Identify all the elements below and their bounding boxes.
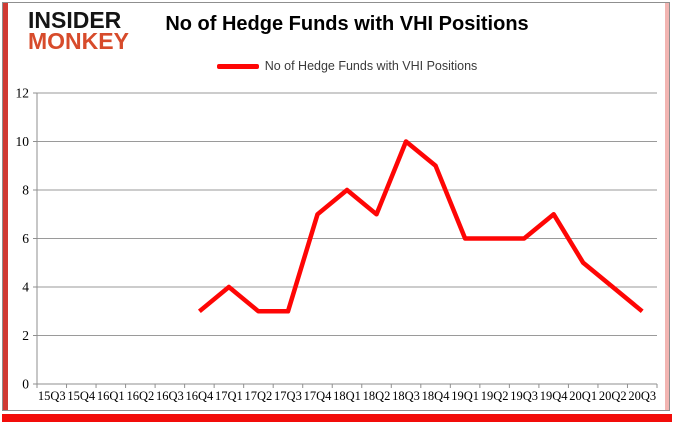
y-axis-label: 12: [16, 86, 30, 101]
x-axis-label: 18Q4: [422, 389, 451, 403]
x-axis-label: 19Q1: [451, 389, 479, 403]
y-axis-label: 10: [16, 134, 30, 149]
x-axis-label: 15Q4: [67, 389, 96, 403]
x-axis-label: 15Q3: [38, 389, 66, 403]
y-axis-label: 8: [22, 183, 29, 198]
y-axis-label: 4: [22, 280, 29, 295]
y-axis-label: 6: [22, 231, 29, 246]
x-axis-label: 17Q3: [274, 389, 302, 403]
data-line-hedge-funds: [197, 139, 644, 314]
chart-frame: [2, 2, 670, 411]
x-axis-label: 16Q2: [126, 389, 154, 403]
insider-monkey-logo: INSIDER MONKEY: [28, 9, 129, 53]
x-axis-label: 20Q3: [628, 389, 656, 403]
x-axis-label: 18Q3: [392, 389, 420, 403]
bottom-red-bar: [2, 414, 672, 422]
x-axis-label: 20Q1: [569, 389, 597, 403]
x-axis-label: 16Q4: [185, 389, 214, 403]
y-axis-label: 2: [22, 328, 29, 343]
x-axis-label: 18Q1: [333, 389, 361, 403]
y-axis-label: 0: [22, 377, 29, 392]
x-axis-label: 17Q1: [215, 389, 243, 403]
x-axis-label: 17Q4: [304, 389, 333, 403]
x-axis-label: 16Q1: [97, 389, 125, 403]
chart-title: No of Hedge Funds with VHI Positions: [165, 13, 529, 35]
x-axis-label: 19Q4: [540, 389, 569, 403]
right-pink-stripe: [665, 3, 669, 410]
legend-label: No of Hedge Funds with VHI Positions: [264, 59, 478, 73]
legend: No of Hedge Funds with VHI Positions: [37, 58, 657, 74]
x-axis-label: 19Q2: [481, 389, 509, 403]
legend-line-swatch: [216, 63, 259, 69]
x-axis-label: 18Q2: [363, 389, 391, 403]
logo-insider-text: INSIDER: [28, 7, 122, 33]
x-axis-label: 16Q3: [156, 389, 184, 403]
left-red-stripe: [3, 3, 8, 410]
x-axis-label: 17Q2: [245, 389, 273, 403]
logo-monkey-text: MONKEY: [28, 28, 129, 54]
x-axis-label: 20Q2: [599, 389, 627, 403]
x-axis-label: 19Q3: [510, 389, 538, 403]
